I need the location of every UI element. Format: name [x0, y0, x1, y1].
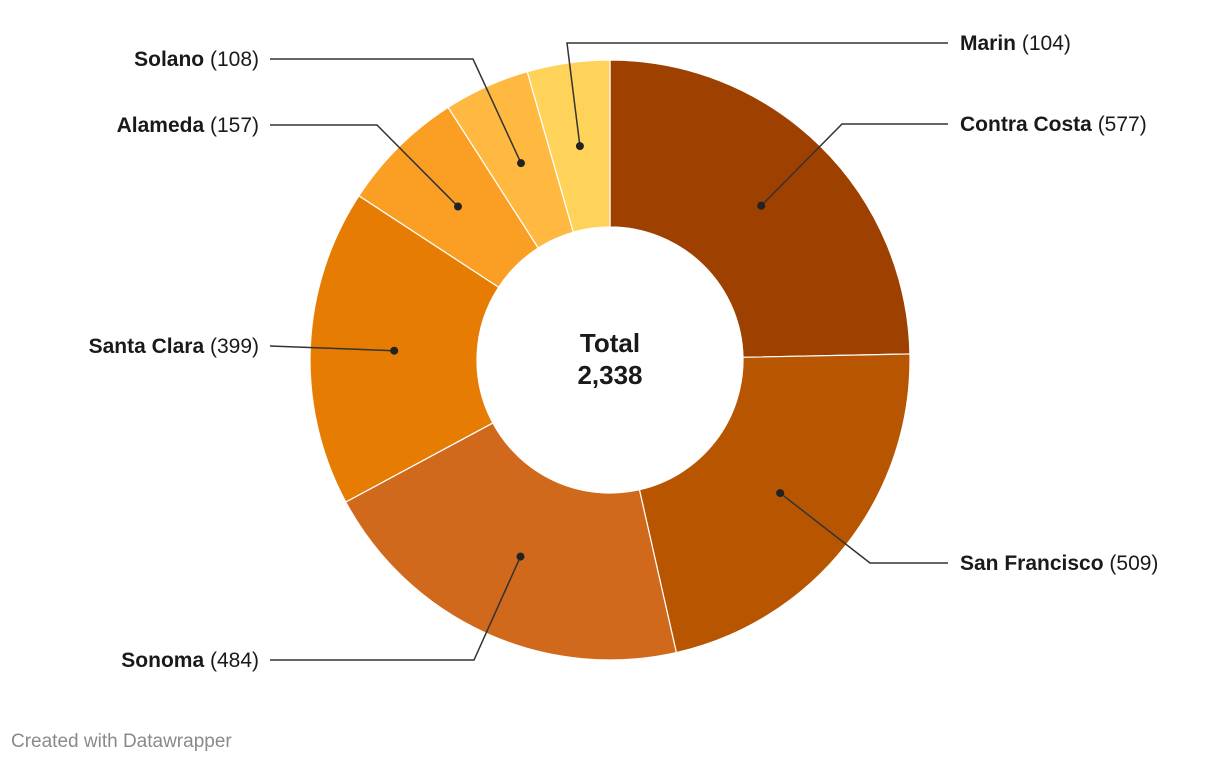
dot-contra-costa	[757, 201, 766, 210]
leader-san-francisco	[779, 492, 948, 564]
label-santa-clara: Santa Clara (399)	[89, 335, 259, 358]
label-name-alameda: Alameda	[117, 114, 205, 137]
label-value-solano: (108)	[204, 48, 259, 71]
donut-slices	[309, 59, 911, 661]
label-name-contra-costa: Contra Costa	[960, 113, 1092, 136]
label-solano: Solano (108)	[134, 48, 259, 71]
dot-solano	[517, 159, 526, 168]
label-value-contra-costa: (577)	[1092, 113, 1147, 136]
label-value-sonoma: (484)	[204, 649, 259, 672]
center-total-label: Total	[580, 328, 640, 358]
leader-contra-costa	[760, 123, 948, 207]
label-value-alameda: (157)	[204, 114, 259, 137]
label-contra-costa: Contra Costa (577)	[960, 113, 1147, 136]
slice-labels: Contra Costa (577) San Francisco (509) Son…	[89, 32, 1159, 672]
leader-sonoma	[270, 556, 522, 661]
label-value-santa-clara: (399)	[204, 335, 259, 358]
center-total-value: 2,338	[577, 360, 642, 390]
label-value-marin: (104)	[1016, 32, 1071, 55]
leader-santa-clara	[269, 345, 395, 352]
label-alameda: Alameda (157)	[117, 114, 259, 137]
label-sonoma: Sonoma (484)	[121, 649, 259, 672]
dot-sonoma	[516, 552, 525, 561]
label-name-sonoma: Sonoma	[121, 649, 204, 672]
label-value-san-francisco: (509)	[1104, 552, 1159, 575]
donut-hole	[477, 227, 743, 493]
label-marin: Marin (104)	[960, 32, 1071, 55]
dot-alameda	[453, 202, 462, 211]
label-name-solano: Solano	[134, 48, 204, 71]
label-name-santa-clara: Santa Clara	[89, 335, 205, 358]
label-name-san-francisco: San Francisco	[960, 552, 1104, 575]
dot-santa-clara	[390, 346, 399, 355]
leader-solano	[270, 58, 522, 164]
leader-alameda	[270, 124, 459, 208]
label-name-marin: Marin	[960, 32, 1016, 55]
leader-lines	[269, 42, 948, 661]
label-san-francisco: San Francisco (509)	[960, 552, 1158, 575]
leader-marin	[566, 42, 948, 147]
dot-marin	[575, 142, 584, 151]
credit-text: Created with Datawrapper	[11, 731, 232, 752]
dot-san-francisco	[776, 489, 785, 498]
